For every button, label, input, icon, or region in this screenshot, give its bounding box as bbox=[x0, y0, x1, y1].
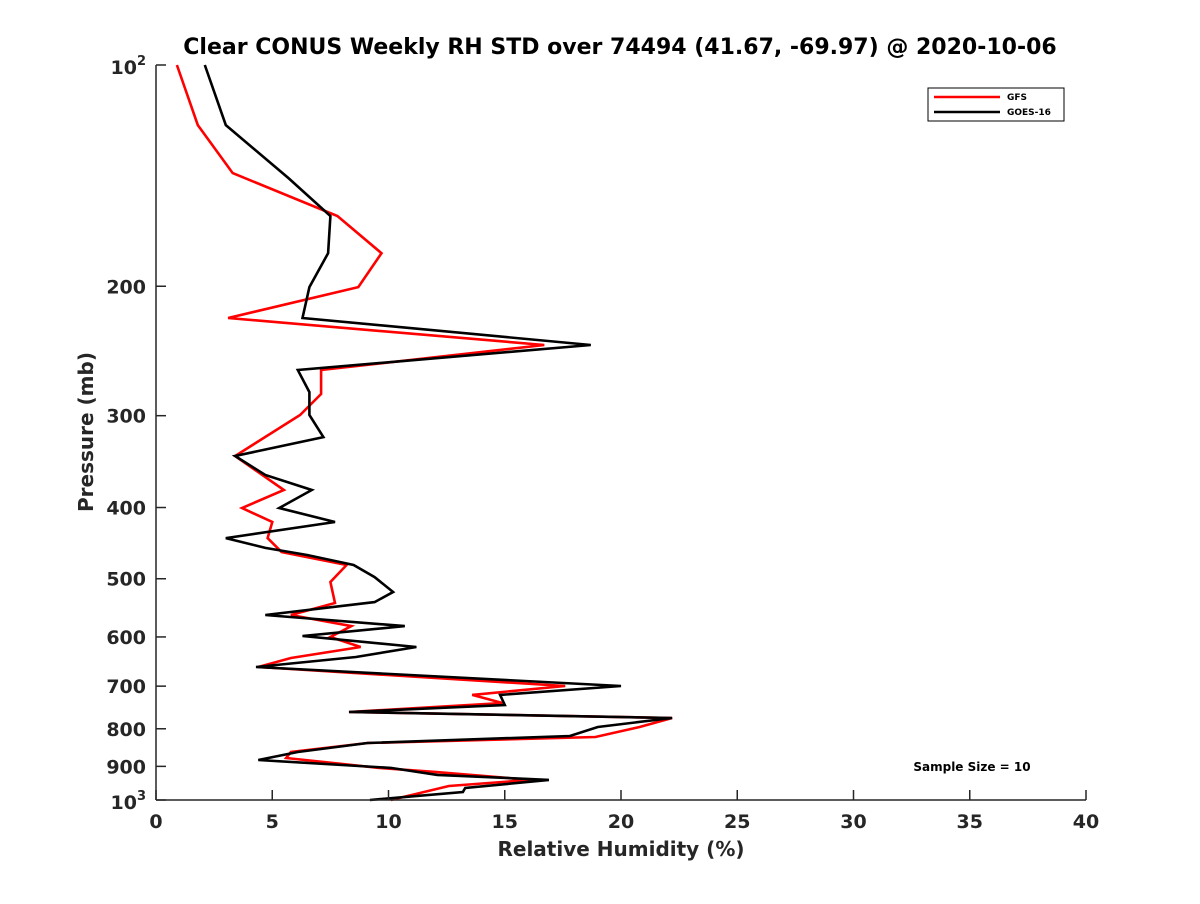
legend-label-gfs: GFS bbox=[1007, 93, 1027, 103]
x-tick-label: 40 bbox=[1073, 811, 1099, 833]
legend-label-goes16: GOES-16 bbox=[1007, 108, 1051, 118]
y-tick-label: 200 bbox=[106, 276, 146, 298]
x-tick-label: 35 bbox=[957, 811, 983, 833]
y-tick-label: 900 bbox=[106, 756, 146, 778]
sample-size-annotation: Sample Size = 10 bbox=[913, 760, 1030, 774]
y-tick-label: 300 bbox=[106, 406, 146, 428]
x-tick-label: 20 bbox=[608, 811, 634, 833]
plot-area bbox=[175, 64, 673, 802]
legend-box bbox=[927, 87, 1065, 122]
x-tick-label: 5 bbox=[266, 811, 279, 833]
y-axis-label: Pressure (mb) bbox=[74, 352, 98, 512]
x-tick-label: 0 bbox=[149, 811, 162, 833]
y-tick-label: 800 bbox=[106, 719, 146, 741]
x-tick-label: 30 bbox=[840, 811, 866, 833]
y-tick-label: 102 bbox=[111, 54, 147, 79]
y-tick-label: 103 bbox=[111, 789, 147, 814]
x-tick-label: 25 bbox=[724, 811, 750, 833]
y-tick-label: 600 bbox=[106, 627, 146, 649]
axes: 0 5 10 15 20 25 30 35 40 102 200 300 400 500 600 700 800… bbox=[106, 54, 1099, 833]
x-tick-label: 10 bbox=[375, 811, 401, 833]
series-line-goes16 bbox=[203, 64, 673, 802]
y-tick-label: 500 bbox=[106, 569, 146, 591]
y-tick-label: 700 bbox=[106, 676, 146, 698]
x-tick-label: 15 bbox=[492, 811, 518, 833]
y-tick-label: 400 bbox=[106, 498, 146, 520]
legend: GFS GOES-16 bbox=[927, 87, 1065, 122]
chart-title: Clear CONUS Weekly RH STD over 74494 (41… bbox=[183, 35, 1056, 60]
x-axis-label: Relative Humidity (%) bbox=[497, 837, 744, 861]
